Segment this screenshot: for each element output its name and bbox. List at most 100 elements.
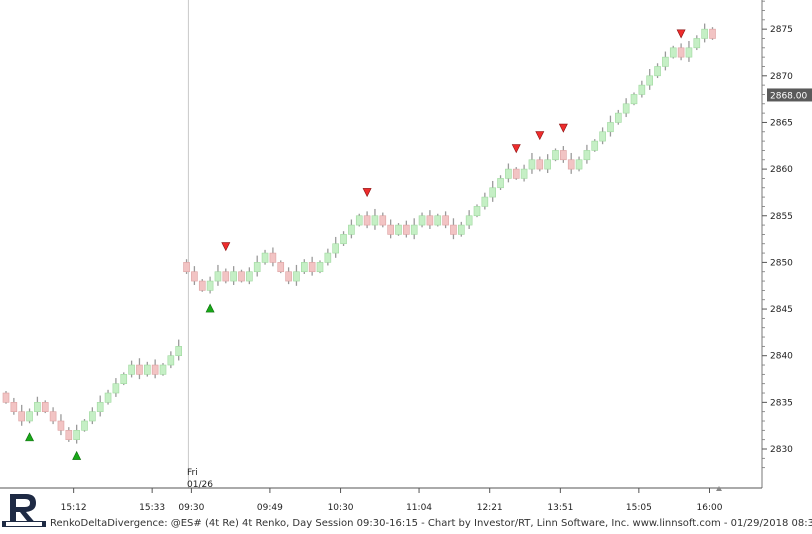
up-brick xyxy=(144,364,151,375)
x-tick-label: 09:30 xyxy=(178,503,204,513)
up-brick xyxy=(96,402,104,412)
x-tick-label: 12:21 xyxy=(477,503,503,513)
up-brick xyxy=(293,271,300,282)
up-brick xyxy=(473,206,481,217)
x-tick-label: 09:49 xyxy=(257,503,283,513)
down-brick xyxy=(151,364,159,375)
down-brick xyxy=(49,411,57,422)
down-brick xyxy=(536,159,544,170)
up-brick xyxy=(457,224,465,235)
sell-signal-icon xyxy=(676,29,686,39)
down-brick xyxy=(308,262,316,273)
x-tick-label: 11:04 xyxy=(406,503,432,513)
down-brick xyxy=(450,224,457,235)
x-tick-label: 15:05 xyxy=(626,503,652,513)
y-tick-label: 2865 xyxy=(770,118,793,128)
up-brick xyxy=(520,168,528,179)
up-brick xyxy=(575,159,583,170)
x-tick-label: 13:51 xyxy=(547,503,573,513)
up-brick xyxy=(410,224,418,235)
up-brick xyxy=(685,47,693,58)
y-tick-label: 2845 xyxy=(770,305,793,315)
y-tick-label: 2855 xyxy=(770,212,793,222)
up-brick xyxy=(371,215,379,226)
up-brick xyxy=(607,122,614,133)
up-brick xyxy=(489,187,497,198)
down-brick xyxy=(10,402,18,412)
up-brick xyxy=(261,252,269,263)
last-price-label: 2868.00 xyxy=(770,91,807,101)
y-tick-label: 2840 xyxy=(770,352,793,362)
up-brick xyxy=(73,430,80,440)
up-brick xyxy=(638,84,646,95)
y-tick-label: 2875 xyxy=(770,25,793,35)
x-tick-label: 16:00 xyxy=(697,503,723,513)
up-brick xyxy=(528,159,536,170)
up-brick xyxy=(544,159,551,170)
buy-signal-icon xyxy=(72,450,82,460)
up-brick xyxy=(395,224,402,235)
up-brick xyxy=(481,196,489,207)
down-brick xyxy=(65,430,73,440)
down-brick xyxy=(269,252,277,263)
up-brick xyxy=(465,215,473,226)
down-brick xyxy=(41,402,49,412)
down-brick xyxy=(57,420,65,431)
up-brick xyxy=(300,262,308,273)
down-brick xyxy=(709,28,716,39)
sell-signal-icon xyxy=(558,123,568,133)
status-bar: RenkoDeltaDivergence: @ES# (4t Re) 4t Re… xyxy=(50,518,812,529)
up-brick xyxy=(175,346,182,356)
up-brick xyxy=(81,420,88,431)
up-brick xyxy=(120,374,128,384)
down-brick xyxy=(18,411,26,422)
down-brick xyxy=(363,215,371,226)
down-brick xyxy=(426,215,434,226)
up-brick xyxy=(348,224,355,235)
up-brick xyxy=(693,38,701,49)
up-brick xyxy=(332,243,340,254)
sell-signal-icon xyxy=(221,242,231,252)
up-brick xyxy=(26,411,33,422)
sell-signal-icon xyxy=(511,144,521,154)
session-date-label: 01/26 xyxy=(187,480,213,490)
down-brick xyxy=(677,47,685,58)
up-brick xyxy=(167,355,175,366)
down-brick xyxy=(238,271,245,282)
down-brick xyxy=(222,271,230,282)
up-brick xyxy=(316,262,324,273)
up-brick xyxy=(583,150,591,161)
up-brick xyxy=(340,234,347,245)
down-brick xyxy=(277,262,285,273)
up-brick xyxy=(591,140,599,151)
down-brick xyxy=(379,215,387,226)
scroll-marker-icon[interactable] xyxy=(716,486,722,491)
down-brick xyxy=(387,224,394,235)
down-brick xyxy=(2,392,10,403)
buy-signal-icon xyxy=(25,432,35,442)
plot-area xyxy=(0,0,762,488)
up-brick xyxy=(497,178,504,189)
down-brick xyxy=(560,150,567,161)
y-tick-label: 2835 xyxy=(770,398,793,408)
up-brick xyxy=(355,215,363,226)
down-brick xyxy=(198,280,206,291)
up-brick xyxy=(253,262,261,273)
down-brick xyxy=(285,271,292,282)
up-brick xyxy=(112,383,120,394)
last-price-box xyxy=(767,88,812,102)
up-brick xyxy=(622,103,630,114)
up-brick xyxy=(505,168,512,179)
up-brick xyxy=(104,392,112,403)
up-brick xyxy=(159,364,167,375)
buy-signal-icon xyxy=(205,303,215,313)
down-brick xyxy=(183,262,190,273)
down-brick xyxy=(403,224,410,235)
up-brick xyxy=(128,364,135,375)
up-brick xyxy=(552,150,559,161)
up-brick xyxy=(599,131,606,142)
x-tick-label: 15:33 xyxy=(139,503,165,513)
y-tick-label: 2850 xyxy=(770,258,793,268)
up-brick xyxy=(669,47,677,58)
